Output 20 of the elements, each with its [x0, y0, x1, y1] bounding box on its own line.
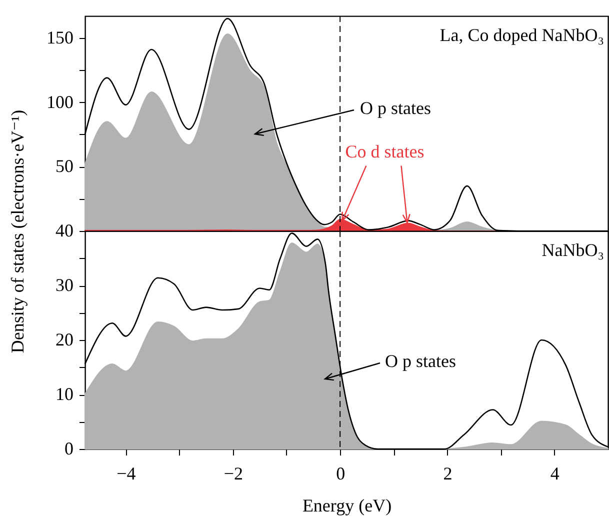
- x-axis-title: Energy (eV): [302, 496, 392, 516]
- y-tick-label: 30: [56, 275, 74, 295]
- x-tick-label: −4: [116, 464, 136, 484]
- x-tick-label: 0: [336, 464, 346, 484]
- annotation: NaNbO₃: [542, 240, 604, 260]
- annotation: O p states: [385, 351, 456, 371]
- y-axis-title: Density of states (electrons·eV⁻¹): [8, 110, 28, 354]
- y-tick-label: 10: [56, 384, 74, 404]
- x-tick-label: 4: [550, 464, 560, 484]
- y-tick-label: 100: [46, 92, 74, 112]
- y-tick-label: 40: [56, 220, 74, 240]
- annotation: O p states: [360, 98, 431, 118]
- x-tick-label: −2: [224, 464, 243, 484]
- y-tick-label: 150: [46, 27, 74, 48]
- y-tick-label: 0: [64, 438, 74, 458]
- y-tick-label: 50: [56, 156, 74, 176]
- y-tick-label: 20: [56, 330, 74, 350]
- x-tick-label: 2: [443, 464, 452, 484]
- annotation: Co d states: [345, 142, 424, 162]
- annotation: La, Co doped NaNbO₃: [440, 25, 604, 45]
